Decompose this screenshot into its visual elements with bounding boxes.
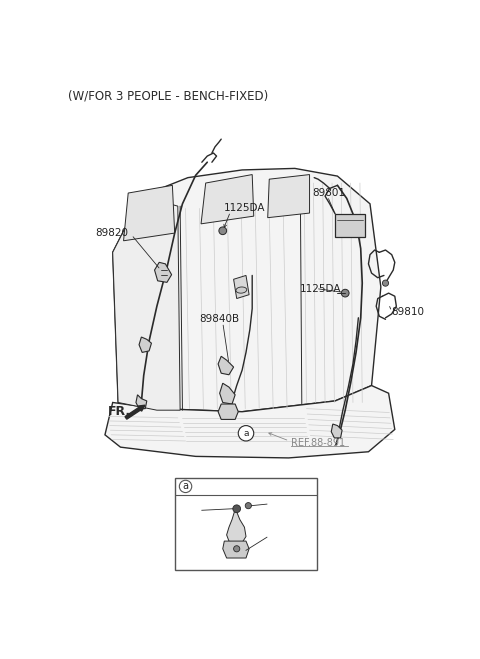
Polygon shape bbox=[123, 185, 175, 241]
Text: a: a bbox=[182, 482, 189, 492]
Polygon shape bbox=[201, 175, 254, 224]
Text: (W/FOR 3 PEOPLE - BENCH-FIXED): (W/FOR 3 PEOPLE - BENCH-FIXED) bbox=[68, 90, 268, 103]
Polygon shape bbox=[234, 275, 249, 299]
Bar bbox=[335, 214, 365, 237]
Text: a: a bbox=[243, 429, 249, 438]
Circle shape bbox=[219, 227, 227, 235]
Polygon shape bbox=[331, 424, 342, 438]
Polygon shape bbox=[139, 337, 152, 353]
Text: 89831E: 89831E bbox=[268, 532, 304, 542]
Circle shape bbox=[180, 480, 192, 492]
Polygon shape bbox=[105, 386, 395, 458]
Ellipse shape bbox=[236, 287, 247, 293]
Polygon shape bbox=[227, 512, 246, 544]
Circle shape bbox=[383, 280, 389, 286]
Polygon shape bbox=[113, 196, 180, 410]
Text: REF.88-891: REF.88-891 bbox=[291, 438, 345, 447]
Circle shape bbox=[341, 289, 349, 297]
Polygon shape bbox=[220, 384, 235, 404]
Polygon shape bbox=[113, 169, 381, 412]
Bar bbox=[175, 478, 317, 570]
Circle shape bbox=[233, 505, 240, 513]
Polygon shape bbox=[218, 357, 234, 375]
Circle shape bbox=[245, 503, 252, 509]
Text: FR.: FR. bbox=[108, 405, 131, 418]
Text: 1125DA: 1125DA bbox=[300, 283, 342, 293]
Text: 89801: 89801 bbox=[312, 188, 345, 198]
Polygon shape bbox=[218, 404, 238, 419]
Text: 1125DA: 1125DA bbox=[224, 204, 266, 214]
Polygon shape bbox=[155, 262, 172, 282]
Text: 89840B: 89840B bbox=[200, 314, 240, 324]
Circle shape bbox=[234, 546, 240, 552]
Text: 88705: 88705 bbox=[180, 505, 211, 515]
Polygon shape bbox=[223, 541, 249, 558]
Text: 89820: 89820 bbox=[95, 228, 128, 238]
Text: 89810: 89810 bbox=[392, 306, 425, 316]
FancyArrow shape bbox=[125, 405, 145, 419]
Text: 88812E: 88812E bbox=[268, 499, 305, 509]
Polygon shape bbox=[136, 395, 147, 409]
Polygon shape bbox=[268, 175, 310, 217]
Circle shape bbox=[238, 426, 254, 441]
